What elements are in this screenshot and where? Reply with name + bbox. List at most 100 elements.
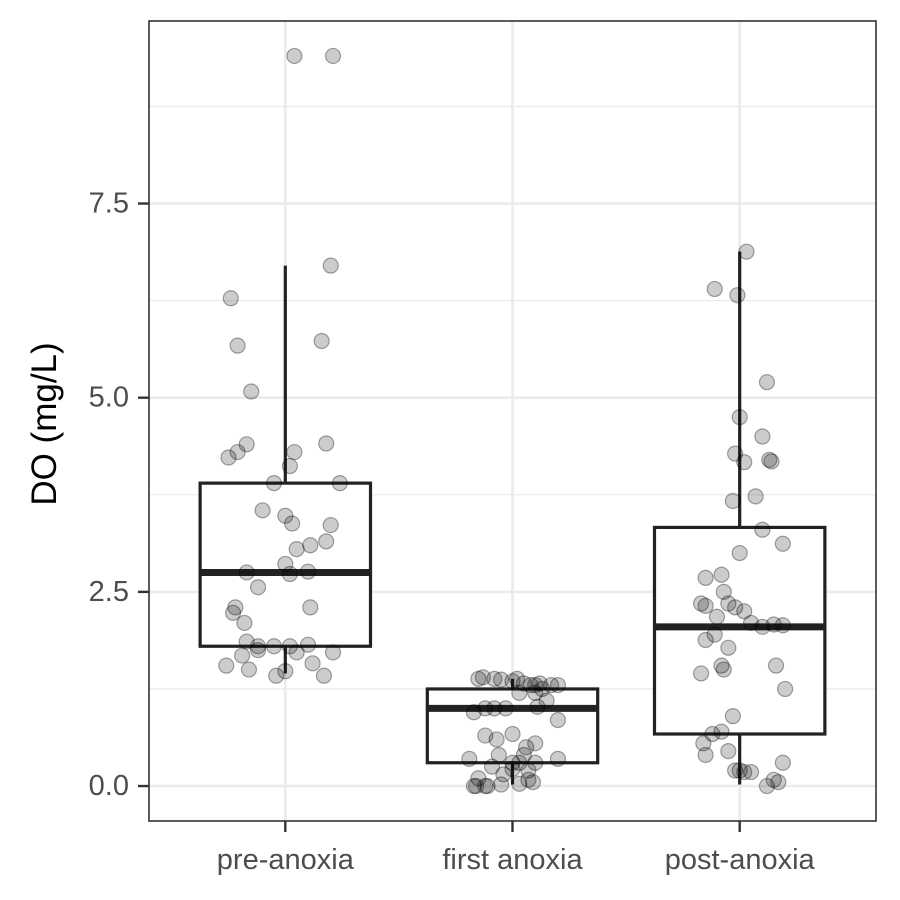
y-tick-label: 7.5 bbox=[89, 188, 129, 220]
interquartile-box bbox=[198, 481, 373, 648]
data-point bbox=[313, 332, 330, 350]
data-point bbox=[490, 746, 507, 764]
data-point bbox=[277, 662, 294, 680]
data-point bbox=[549, 750, 567, 767]
data-point bbox=[486, 670, 503, 687]
data-point bbox=[533, 680, 551, 698]
data-point bbox=[758, 374, 776, 391]
data-point bbox=[713, 657, 730, 674]
data-point bbox=[511, 684, 528, 701]
data-point bbox=[708, 608, 726, 625]
data-point bbox=[238, 564, 255, 581]
y-tick-label: 5.0 bbox=[89, 382, 129, 414]
data-point bbox=[697, 746, 714, 764]
data-point bbox=[324, 644, 342, 661]
data-point bbox=[731, 762, 748, 779]
data-point bbox=[697, 631, 714, 649]
data-point bbox=[477, 727, 494, 744]
data-point bbox=[470, 770, 487, 787]
data-point bbox=[774, 617, 791, 634]
data-point bbox=[504, 673, 521, 690]
data-point bbox=[236, 614, 253, 632]
data-point bbox=[713, 723, 730, 740]
data-point bbox=[234, 647, 251, 664]
data-point bbox=[497, 700, 514, 717]
box-post-anoxia bbox=[652, 251, 827, 785]
data-point bbox=[288, 541, 305, 558]
data-point bbox=[493, 671, 510, 688]
data-point bbox=[765, 616, 782, 633]
data-point bbox=[486, 700, 503, 717]
box-pre-anoxia bbox=[198, 265, 373, 674]
data-point bbox=[538, 692, 555, 709]
data-point bbox=[222, 290, 239, 307]
data-point bbox=[527, 684, 544, 701]
data-point bbox=[692, 595, 710, 612]
data-point bbox=[511, 775, 528, 792]
data-point bbox=[229, 337, 246, 354]
data-point bbox=[713, 566, 730, 583]
data-point bbox=[774, 754, 791, 771]
data-point bbox=[493, 776, 510, 793]
data-point bbox=[299, 563, 317, 580]
data-point bbox=[281, 638, 298, 655]
data-point bbox=[302, 599, 319, 616]
data-point bbox=[495, 766, 512, 783]
data-point bbox=[238, 633, 255, 650]
data-point bbox=[511, 754, 528, 771]
data-point bbox=[281, 565, 298, 583]
data-point bbox=[240, 661, 258, 678]
data-point bbox=[504, 754, 521, 771]
data-point bbox=[281, 457, 298, 475]
data-point bbox=[318, 533, 335, 550]
data-point bbox=[692, 665, 710, 682]
box-first-anoxia bbox=[425, 678, 600, 785]
data-point bbox=[265, 638, 283, 655]
data-point bbox=[763, 453, 780, 470]
data-point bbox=[522, 676, 539, 694]
data-point bbox=[747, 488, 764, 505]
data-point bbox=[736, 763, 753, 781]
data-point bbox=[504, 760, 521, 778]
data-point bbox=[268, 667, 285, 684]
data-point bbox=[720, 639, 737, 656]
data-point bbox=[529, 698, 546, 715]
data-point bbox=[706, 280, 723, 298]
boxes bbox=[198, 251, 827, 785]
data-point bbox=[465, 704, 482, 721]
data-point bbox=[715, 583, 732, 600]
data-point bbox=[322, 257, 339, 274]
data-point bbox=[704, 725, 721, 743]
data-point bbox=[767, 657, 785, 674]
data-point bbox=[727, 445, 744, 462]
data-point bbox=[527, 676, 544, 694]
data-point bbox=[479, 777, 496, 795]
data-point bbox=[477, 700, 494, 717]
data-point bbox=[277, 555, 294, 573]
data-point bbox=[742, 614, 760, 632]
data-point bbox=[758, 777, 776, 795]
data-point bbox=[515, 746, 532, 764]
data-point bbox=[765, 771, 782, 788]
data-point bbox=[738, 243, 755, 260]
data-point bbox=[770, 774, 787, 791]
data-point bbox=[736, 603, 753, 620]
data-point bbox=[324, 47, 342, 65]
data-point bbox=[531, 675, 548, 692]
data-point bbox=[243, 383, 260, 400]
data-point bbox=[706, 626, 723, 643]
data-point bbox=[470, 670, 487, 687]
interquartile-box bbox=[652, 525, 827, 736]
data-point bbox=[238, 436, 255, 453]
y-axis-title: DO (mg/L) bbox=[25, 342, 64, 505]
data-point bbox=[249, 579, 267, 596]
axes: 0.0 2.5 5.0 7.5 pre-anoxia first anoxia post-a… bbox=[89, 188, 816, 876]
data-point bbox=[488, 731, 505, 748]
data-point bbox=[742, 763, 760, 781]
data-point bbox=[508, 670, 526, 687]
data-point bbox=[549, 676, 567, 694]
data-point bbox=[777, 680, 794, 698]
data-point bbox=[286, 443, 303, 461]
